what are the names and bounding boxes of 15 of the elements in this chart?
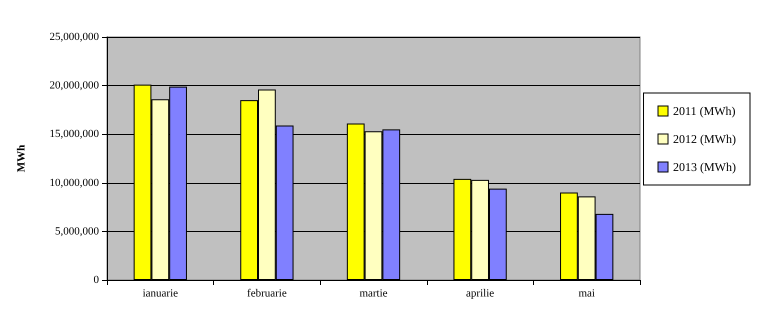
x-tick-label: martie xyxy=(359,288,388,300)
y-tick-label: 25,000,000 xyxy=(50,31,100,43)
x-tick-label: mai xyxy=(578,288,595,300)
x-tick-label: ianuarie xyxy=(142,288,178,300)
legend-label: 2013 (MWh) xyxy=(673,160,736,174)
y-tick-label: 5,000,000 xyxy=(55,225,100,238)
x-tick-label: februarie xyxy=(247,288,287,300)
y-tick-label: 20,000,000 xyxy=(50,80,100,92)
y-axis-title: MWh xyxy=(16,144,28,172)
y-tick-label: 10,000,000 xyxy=(50,176,100,189)
legend-label: 2012 (MWh) xyxy=(673,132,736,146)
y-tick-label: 0 xyxy=(94,274,100,286)
y-tick-label: 15,000,000 xyxy=(50,128,100,140)
x-tick-label: aprilie xyxy=(466,288,494,300)
legend-label: 2011 (MWh) xyxy=(673,104,736,118)
